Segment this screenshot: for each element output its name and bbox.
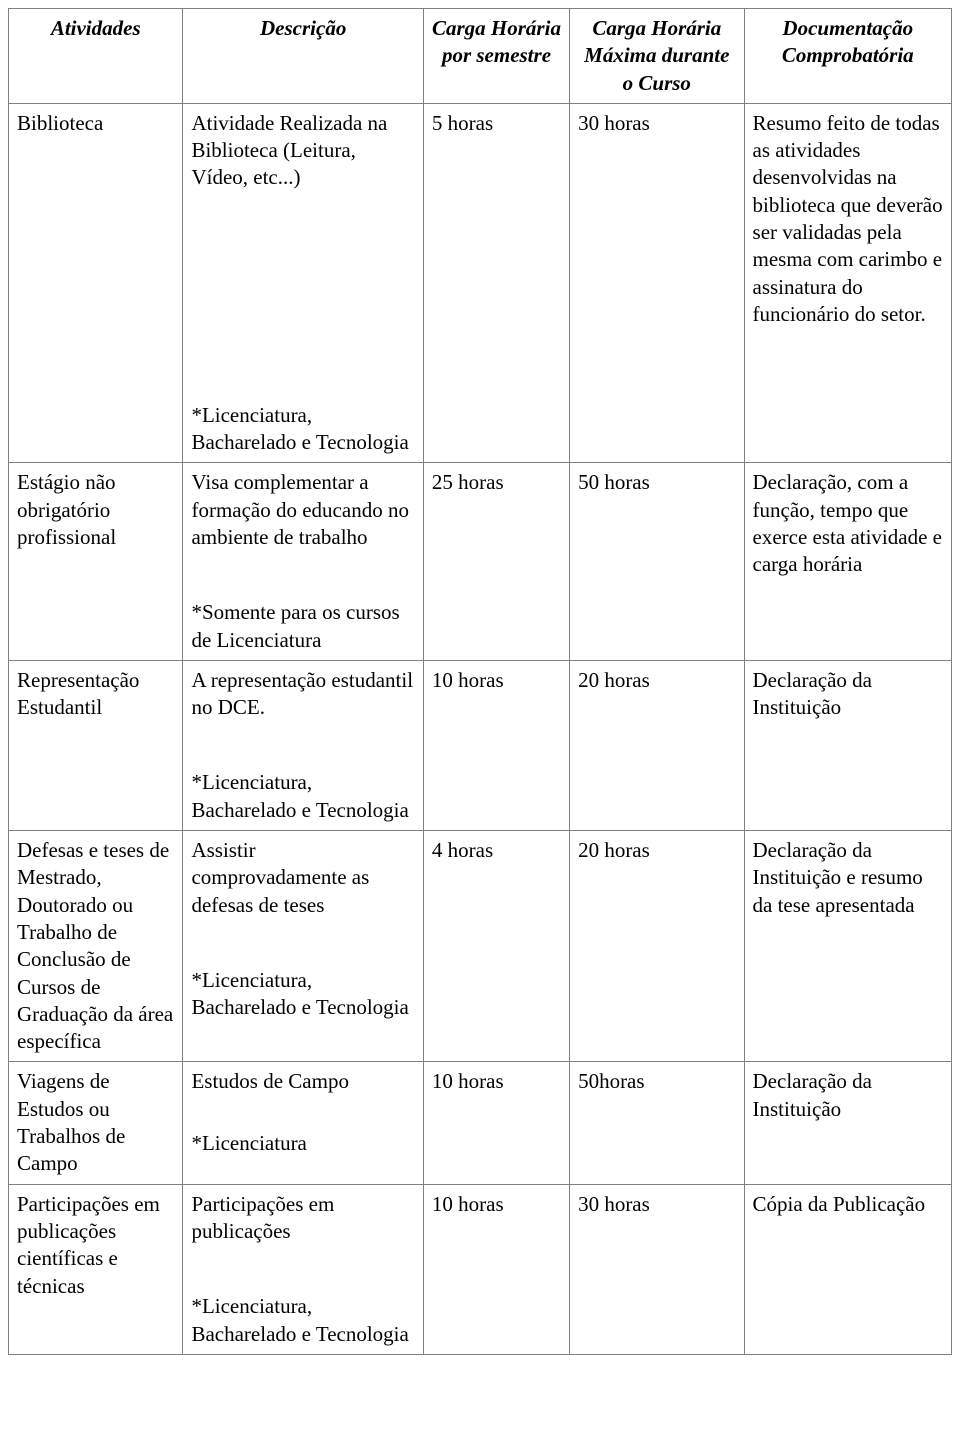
cell-descricao: Assistir comprovadamente as defesas de t… [183, 831, 423, 1062]
table-row: Participações em publicações científicas… [9, 1184, 952, 1354]
descricao-nota: *Somente para os cursos de Licenciatura [191, 599, 414, 654]
col-documentacao: Documentação Comprobatória [744, 9, 951, 104]
col-atividades: Atividades [9, 9, 183, 104]
table-header-row: Atividades Descrição Carga Horária por s… [9, 9, 952, 104]
cell-carga-max: 50horas [570, 1062, 744, 1184]
cell-atividade: Viagens de Estudos ou Trabalhos de Campo [9, 1062, 183, 1184]
cell-descricao: Atividade Realizada na Biblioteca (Leitu… [183, 103, 423, 462]
descricao-nota: *Licenciatura, Bacharelado e Tecnologia [191, 402, 414, 457]
cell-descricao: A representação estudantil no DCE. *Licen… [183, 660, 423, 830]
cell-carga-max: 20 horas [570, 660, 744, 830]
descricao-nota: *Licenciatura, Bacharelado e Tecnologia [191, 769, 414, 824]
descricao-text: Participações em publicações [191, 1191, 414, 1246]
cell-carga-max: 30 horas [570, 1184, 744, 1354]
cell-carga-semestre: 4 horas [423, 831, 569, 1062]
cell-atividade: Defesas e teses de Mestrado, Doutorado o… [9, 831, 183, 1062]
cell-atividade: Representação Estudantil [9, 660, 183, 830]
table-row: BibliotecaAtividade Realizada na Bibliot… [9, 103, 952, 462]
cell-descricao: Estudos de Campo *Licenciatura [183, 1062, 423, 1184]
table-row: Defesas e teses de Mestrado, Doutorado o… [9, 831, 952, 1062]
cell-carga-semestre: 10 horas [423, 660, 569, 830]
descricao-nota: *Licenciatura [191, 1130, 414, 1157]
descricao-text: Assistir comprovadamente as defesas de t… [191, 837, 414, 919]
cell-carga-max: 50 horas [570, 463, 744, 660]
cell-descricao: Participações em publicações *Licenciatur… [183, 1184, 423, 1354]
cell-descricao: Visa complementar a formação do educando… [183, 463, 423, 660]
descricao-text: A representação estudantil no DCE. [191, 667, 414, 722]
table-row: Viagens de Estudos ou Trabalhos de Campo… [9, 1062, 952, 1184]
cell-carga-semestre: 25 horas [423, 463, 569, 660]
cell-carga-max: 20 horas [570, 831, 744, 1062]
cell-atividade: Participações em publicações científicas… [9, 1184, 183, 1354]
table-row: Representação EstudantilA representação … [9, 660, 952, 830]
cell-atividade: Estágio não obrigatório profissional [9, 463, 183, 660]
col-carga-semestre: Carga Horária por semestre [423, 9, 569, 104]
descricao-text: Estudos de Campo [191, 1068, 414, 1095]
descricao-nota: *Licenciatura, Bacharelado e Tecnologia [191, 967, 414, 1022]
col-descricao: Descrição [183, 9, 423, 104]
cell-documentacao: Cópia da Publicação [744, 1184, 951, 1354]
cell-atividade: Biblioteca [9, 103, 183, 462]
col-carga-max: Carga Horária Máxima durante o Curso [570, 9, 744, 104]
activities-table: Atividades Descrição Carga Horária por s… [8, 8, 952, 1355]
cell-documentacao: Declaração da Instituição [744, 660, 951, 830]
cell-documentacao: Declaração, com a função, tempo que exer… [744, 463, 951, 660]
cell-documentacao: Declaração da Instituição [744, 1062, 951, 1184]
cell-documentacao: Declaração da Instituição e resumo da te… [744, 831, 951, 1062]
descricao-text: Atividade Realizada na Biblioteca (Leitu… [191, 110, 414, 192]
cell-carga-semestre: 10 horas [423, 1184, 569, 1354]
descricao-text: Visa complementar a formação do educando… [191, 469, 414, 551]
cell-carga-semestre: 5 horas [423, 103, 569, 462]
descricao-nota: *Licenciatura, Bacharelado e Tecnologia [191, 1293, 414, 1348]
cell-carga-semestre: 10 horas [423, 1062, 569, 1184]
cell-carga-max: 30 horas [570, 103, 744, 462]
cell-documentacao: Resumo feito de todas as atividades dese… [744, 103, 951, 462]
table-row: Estágio não obrigatório profissionalVisa… [9, 463, 952, 660]
